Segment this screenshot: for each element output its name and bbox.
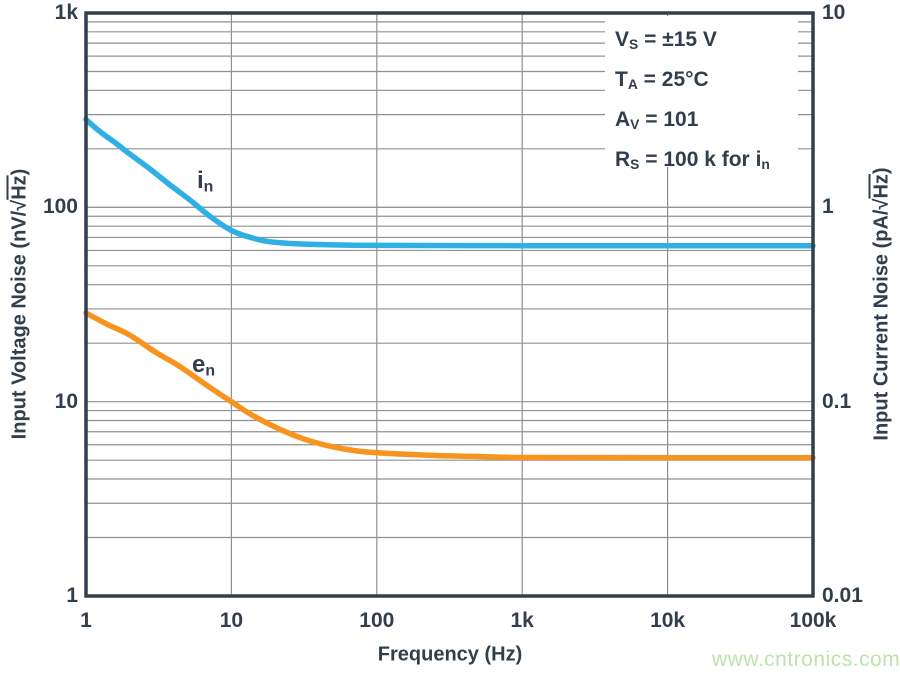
y-right-tick-label: 10	[822, 1, 846, 24]
condition-subscript: A	[627, 76, 638, 93]
condition-subscript: S	[629, 36, 639, 53]
curve-label-in: in	[197, 167, 213, 196]
y-left-title-close: )	[8, 168, 31, 176]
curve-label-subscript: n	[203, 178, 214, 196]
x-tick-label: 1k	[510, 609, 534, 632]
y-left-tick-label: 10	[54, 389, 78, 413]
x-tick-label: 10	[219, 609, 244, 632]
x-tick-label: 100	[359, 609, 395, 632]
x-axis-title: Frequency (Hz)	[378, 644, 522, 667]
conditions-box: VS = ±15 V TA = 25°C AV = 101 RS = 100 k…	[605, 16, 798, 172]
x-tick-label: 10k	[650, 609, 686, 632]
y-left-tick-label: 1	[66, 584, 78, 607]
y-right-tick-label: 0.1	[822, 389, 852, 413]
condition-tail: i	[755, 148, 762, 172]
y-right-tick-label: 1	[822, 195, 834, 219]
y-right-title-close: )	[870, 167, 893, 175]
y-left-tick-label: 1k	[54, 1, 78, 24]
x-axis-title-text: Frequency (Hz)	[377, 643, 523, 666]
condition-symbol: V	[615, 28, 630, 51]
condition-value: = 100 k for	[639, 148, 756, 172]
condition-symbol: R	[615, 148, 631, 172]
y-right-tick-label: 0.01	[822, 584, 863, 607]
curve-label-subscript: n	[205, 362, 216, 380]
curve-label-en: en	[192, 351, 215, 380]
en-curve	[83, 310, 816, 461]
condition-tail-subscript: n	[761, 156, 770, 173]
condition-line-av: AV = 101	[615, 102, 798, 142]
watermark: www.cntronics.com	[712, 648, 900, 671]
condition-line-ta: TA = 25°C	[615, 62, 798, 102]
condition-line-rs: RS = 100 k for in	[615, 142, 798, 182]
condition-line-vs: VS = ±15 V	[615, 22, 798, 62]
y-left-tick-label: 100	[42, 195, 78, 219]
condition-value: = 25°C	[637, 68, 709, 92]
curve-label-symbol: e	[192, 351, 206, 378]
in-curve	[83, 116, 816, 249]
x-tick-label: 100k	[789, 609, 837, 632]
condition-subscript: V	[630, 116, 640, 133]
condition-value: = 101	[639, 108, 699, 132]
condition-symbol: T	[615, 68, 628, 92]
curve-label-symbol: i	[197, 167, 204, 194]
x-tick-label: 1	[80, 609, 92, 632]
condition-symbol: A	[615, 108, 631, 132]
condition-value: = ±15 V	[638, 28, 717, 51]
condition-subscript: S	[630, 156, 640, 173]
plot-border	[84, 11, 815, 598]
